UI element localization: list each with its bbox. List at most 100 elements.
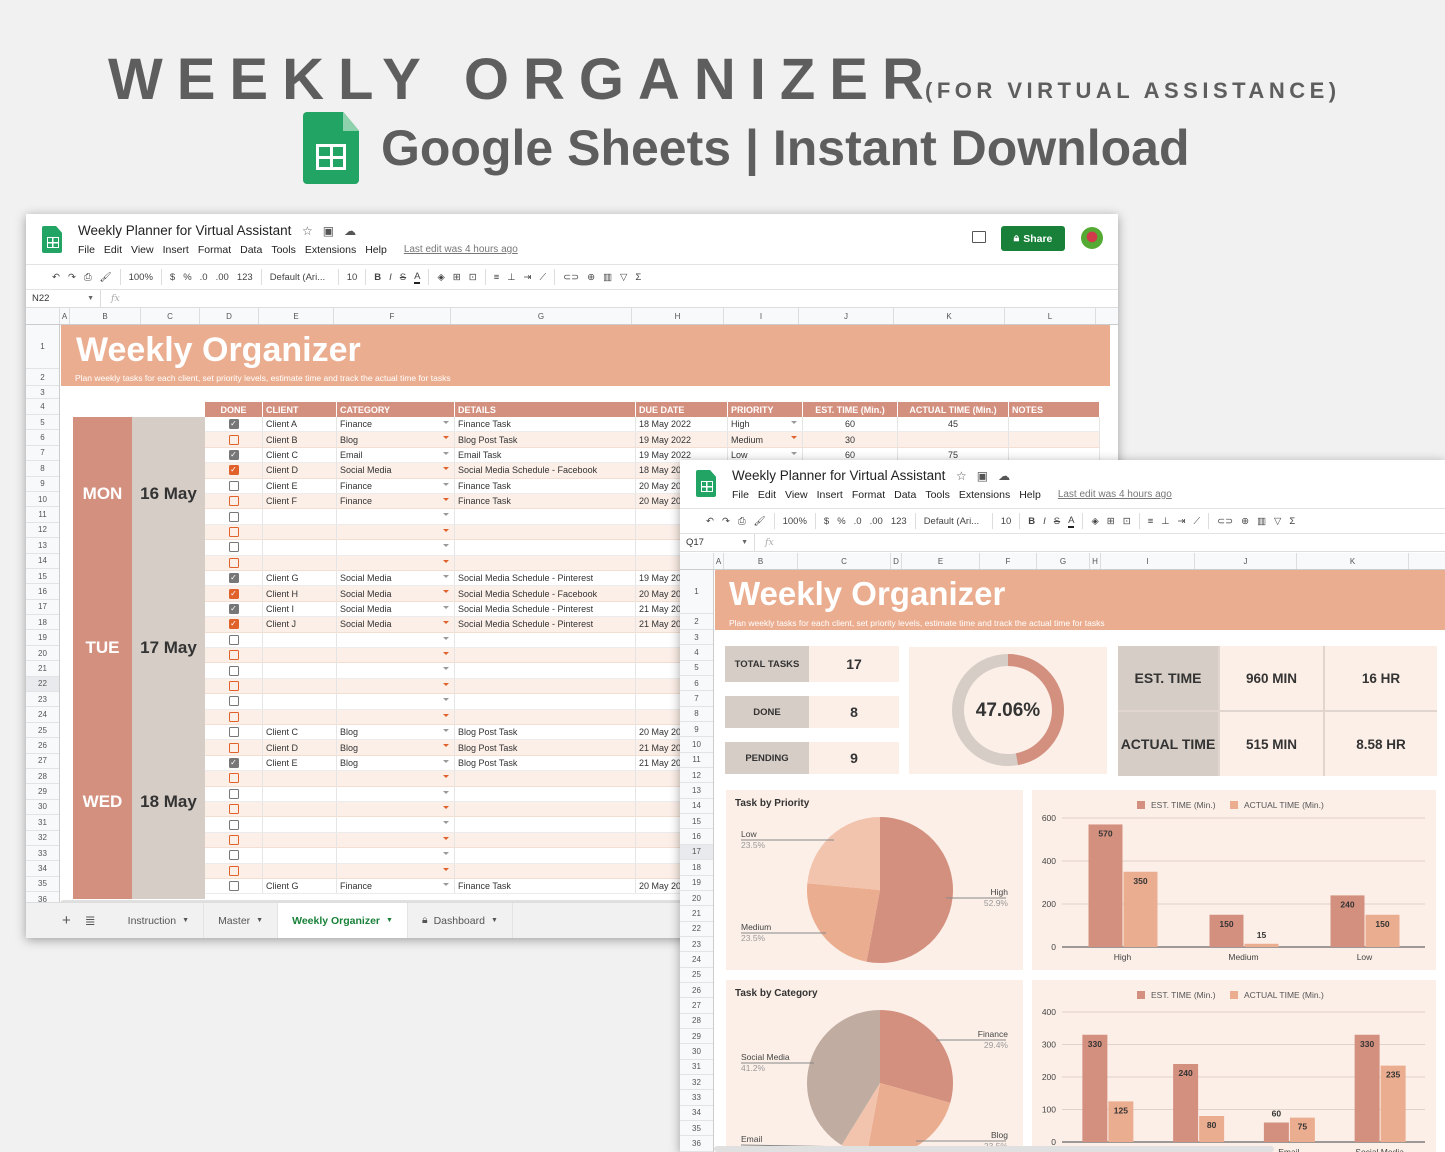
- row-header[interactable]: 29: [680, 1029, 713, 1045]
- dropdown-arrow-icon[interactable]: [791, 451, 797, 455]
- category-cell[interactable]: [337, 848, 455, 864]
- chevron-down-icon[interactable]: ▼: [182, 917, 190, 924]
- row-header[interactable]: 8: [26, 461, 59, 477]
- column-header[interactable]: C: [141, 308, 200, 324]
- name-box[interactable]: Q17 ▼: [680, 534, 755, 551]
- row-header[interactable]: 11: [26, 507, 59, 523]
- column-header[interactable]: K: [894, 308, 1005, 324]
- cloud-status-icon[interactable]: ☁: [998, 469, 1011, 483]
- row-header[interactable]: 24: [26, 707, 59, 723]
- more-formats-button[interactable]: 123: [236, 271, 253, 283]
- last-edit-link[interactable]: Last edit was 4 hours ago: [1057, 489, 1172, 500]
- row-header[interactable]: 33: [680, 1090, 713, 1106]
- row-header[interactable]: 26: [26, 738, 59, 754]
- text-rotate-icon[interactable]: ⟋: [539, 271, 547, 283]
- est-time-cell[interactable]: 30: [803, 432, 898, 448]
- cloud-status-icon[interactable]: ☁: [344, 224, 357, 238]
- done-checkbox[interactable]: [228, 665, 239, 676]
- done-checkbox[interactable]: [228, 557, 239, 568]
- functions-icon[interactable]: Σ: [1289, 515, 1296, 527]
- row-header[interactable]: 8: [680, 707, 713, 723]
- italic-button[interactable]: I: [389, 271, 392, 283]
- undo-icon[interactable]: ↶: [52, 271, 60, 283]
- client-cell[interactable]: Client D: [263, 740, 337, 756]
- row-header[interactable]: 7: [26, 446, 59, 462]
- done-checkbox[interactable]: ✓: [228, 603, 239, 614]
- sheets-doc-icon[interactable]: [696, 470, 716, 497]
- done-checkbox[interactable]: [228, 727, 239, 738]
- category-cell[interactable]: [337, 648, 455, 664]
- dropdown-arrow-icon[interactable]: [443, 590, 449, 594]
- menu-help[interactable]: Help: [1019, 489, 1041, 501]
- text-wrap-icon[interactable]: ⇥: [523, 271, 532, 283]
- chevron-down-icon[interactable]: ▼: [490, 917, 498, 924]
- client-cell[interactable]: [263, 663, 337, 679]
- done-checkbox[interactable]: ✓: [228, 449, 239, 460]
- row-header[interactable]: 4: [26, 399, 59, 415]
- text-color-button[interactable]: A: [1068, 514, 1075, 528]
- client-cell[interactable]: [263, 709, 337, 725]
- dropdown-arrow-icon[interactable]: [443, 852, 449, 856]
- details-cell[interactable]: [455, 678, 636, 695]
- paint-format-icon[interactable]: 🖌︎: [753, 515, 766, 527]
- insert-chart-icon[interactable]: ▥: [603, 271, 613, 283]
- menu-tools[interactable]: Tools: [925, 489, 950, 501]
- details-cell[interactable]: [455, 817, 636, 833]
- details-cell[interactable]: [455, 648, 636, 664]
- est-time-cell[interactable]: 60: [803, 417, 898, 433]
- column-header[interactable]: E: [259, 308, 334, 324]
- client-cell[interactable]: Client D: [263, 463, 337, 479]
- italic-button[interactable]: I: [1043, 515, 1046, 527]
- dropdown-arrow-icon[interactable]: [443, 667, 449, 671]
- category-cell[interactable]: Social Media: [337, 586, 455, 602]
- done-checkbox[interactable]: [228, 881, 239, 892]
- details-cell[interactable]: [455, 832, 636, 849]
- row-header[interactable]: 2: [680, 614, 713, 630]
- row-header[interactable]: 36: [680, 1136, 713, 1152]
- column-header[interactable]: D: [891, 553, 902, 569]
- done-checkbox[interactable]: [228, 819, 239, 830]
- category-cell[interactable]: [337, 632, 455, 648]
- column-header[interactable]: B: [70, 308, 141, 324]
- row-header[interactable]: 18: [680, 860, 713, 876]
- percent-format-button[interactable]: %: [183, 271, 192, 283]
- due-date-cell[interactable]: 19 May 2022: [636, 432, 728, 448]
- row-header[interactable]: 34: [26, 861, 59, 877]
- column-header[interactable]: A: [714, 553, 724, 569]
- client-cell[interactable]: [263, 863, 337, 879]
- details-cell[interactable]: Email Task: [455, 447, 636, 464]
- dropdown-arrow-icon[interactable]: [791, 421, 797, 424]
- chevron-down-icon[interactable]: ▼: [256, 917, 264, 924]
- text-color-button[interactable]: A: [414, 270, 421, 284]
- align-horizontal-icon[interactable]: ≡: [1147, 515, 1154, 527]
- fill-color-icon[interactable]: ◈: [437, 271, 445, 283]
- row-header[interactable]: 13: [680, 783, 713, 799]
- column-header[interactable]: I: [1101, 553, 1195, 569]
- done-checkbox[interactable]: ✓: [228, 757, 239, 768]
- menu-view[interactable]: View: [131, 244, 154, 256]
- row-header[interactable]: 9: [26, 477, 59, 492]
- row-header[interactable]: 10: [680, 737, 713, 753]
- actual-time-cell[interactable]: 45: [898, 417, 1009, 433]
- row-header[interactable]: 5: [680, 661, 713, 677]
- client-cell[interactable]: [263, 524, 337, 541]
- dropdown-arrow-icon[interactable]: [443, 698, 449, 702]
- row-header[interactable]: 32: [680, 1075, 713, 1091]
- details-cell[interactable]: [455, 509, 636, 525]
- move-folder-icon[interactable]: ▣: [976, 469, 989, 483]
- row-header[interactable]: 1: [680, 570, 713, 614]
- category-cell[interactable]: Email: [337, 447, 455, 464]
- menu-tools[interactable]: Tools: [271, 244, 296, 256]
- client-cell[interactable]: Client E: [263, 755, 337, 772]
- done-checkbox[interactable]: [228, 711, 239, 722]
- dropdown-arrow-icon[interactable]: [443, 513, 449, 517]
- dropdown-arrow-icon[interactable]: [443, 806, 449, 809]
- column-header[interactable]: D: [200, 308, 259, 324]
- details-cell[interactable]: [455, 524, 636, 541]
- name-box[interactable]: N22 ▼: [26, 290, 101, 307]
- notes-cell[interactable]: [1009, 417, 1100, 433]
- print-icon[interactable]: ⎙: [83, 271, 92, 283]
- menu-format[interactable]: Format: [851, 489, 886, 501]
- dropdown-arrow-icon[interactable]: [443, 682, 449, 686]
- actual-time-cell[interactable]: [898, 432, 1009, 448]
